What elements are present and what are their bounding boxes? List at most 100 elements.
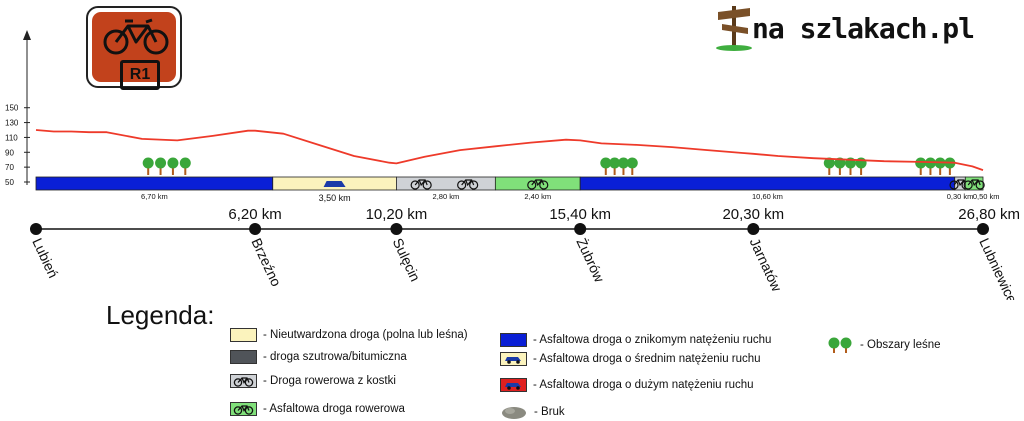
bicycle-icon (233, 377, 254, 387)
asphalt-mid-swatch (500, 352, 527, 366)
tree-icon (142, 157, 154, 175)
bicycle-frame (461, 179, 475, 187)
tree-trunk (631, 165, 634, 175)
place-label: Jarnatów (747, 236, 786, 295)
bicycle-wheel (457, 180, 467, 190)
legend-item-asphalt-low: - Asfaltowa droga o znikomym natężeniu r… (500, 333, 771, 347)
bicycle-wheel (422, 180, 432, 190)
surface-bar: 6,70 km 3,50 km 2,80 km 2,40 km 10,60 km 0,30… (35, 176, 1000, 203)
route-badge-background: R1 (92, 12, 176, 90)
surface-segment-unpaved: 3,50 km (272, 176, 397, 203)
tree-trunk (604, 165, 607, 175)
tree-trunk (828, 165, 831, 175)
bicycle-icon (410, 179, 432, 190)
tree-crown (167, 157, 179, 169)
elevation-axis: 150 130 110 90 70 50 (5, 30, 31, 187)
asphalt-low-swatch (500, 333, 527, 347)
segment-length-label: 0,30 km (947, 192, 974, 201)
bicycle-icon (103, 18, 169, 55)
route-number: R1 (120, 60, 160, 90)
tree-trunk (929, 165, 932, 175)
segment-fill (35, 176, 274, 191)
tree-trunk (159, 165, 162, 175)
y-tick-label: 70 (5, 163, 14, 172)
legend-item-cobble: - Bruk (500, 404, 565, 420)
bike-asphalt-swatch (230, 402, 257, 416)
legend-title: Legenda: (106, 300, 215, 330)
elevation-profile (35, 129, 984, 171)
tree-icon (626, 157, 638, 175)
place-label: Lubień (29, 236, 61, 281)
forest-area (600, 157, 638, 175)
tree-crown (823, 157, 835, 169)
bicycle-wheel (527, 180, 537, 190)
tree-crown (855, 157, 867, 169)
distance-label: 10,20 km (366, 206, 428, 223)
route-profile-diagram: 150 130 110 90 70 50 6,70 km 3,50 km 2,80 km 2,4… (5, 30, 1020, 300)
surface-segment-bike-asphalt: 0,50 km (963, 176, 1000, 201)
tree-trunk (919, 165, 922, 175)
distance-marker (977, 223, 989, 235)
tree-trunk (838, 165, 841, 175)
elevation-line (35, 129, 984, 171)
tree-trunk (860, 165, 863, 175)
distance-label: 26,80 km (958, 206, 1020, 223)
tree-icon (179, 157, 191, 175)
legend-item-asphalt-mid: - Asfaltowa droga o średnim natężeniu ru… (500, 352, 761, 366)
y-tick-label: 130 (5, 119, 19, 128)
forest-markers (142, 157, 956, 175)
bicycle-wheel (539, 180, 549, 190)
legend-label: - droga szutrowa/bitumiczna (263, 351, 407, 363)
legend-label: - Nieutwardzona droga (polna lub leśna) (263, 329, 468, 341)
legend-item-bike-cobble: - Droga rowerowa z kostki (230, 374, 396, 388)
forest-area (142, 157, 191, 175)
tree-crown (617, 157, 629, 169)
brand-logo[interactable]: na szlakach.pl (712, 2, 1012, 52)
legend-label: - Asfaltowa droga o dużym natężeniu ruch… (533, 379, 754, 391)
tree-crown (600, 157, 612, 169)
tree-icon (934, 157, 946, 175)
tree-icon (823, 157, 835, 175)
tree-icon (167, 157, 179, 175)
gravel-swatch (230, 350, 257, 364)
signpost-icon (716, 6, 752, 51)
tree-trunk (622, 165, 625, 175)
tree-trunk (948, 165, 951, 175)
segment-fill (579, 176, 956, 191)
tree-crown (142, 157, 154, 169)
stone-icon (502, 407, 526, 419)
bicycle-wheel (975, 180, 985, 190)
distance-axis: Lubień 6,20 km Brzeźno 10,20 km Sulęcin 15,40… (29, 206, 1020, 300)
legend-item-asphalt-high: - Asfaltowa droga o dużym natężeniu ruch… (500, 378, 754, 392)
bicycle-icon (963, 179, 985, 190)
tree-trunk (849, 165, 852, 175)
car-icon (323, 181, 346, 187)
place-label: Brzeźno (248, 236, 284, 290)
distance-label: 6,20 km (228, 206, 281, 223)
tree-icon (924, 157, 936, 175)
segment-length-label: 3,50 km (319, 193, 351, 203)
surface-segment-bike-asphalt: 2,40 km (494, 176, 581, 201)
bicycle-icon (233, 405, 254, 415)
place-label: Żubrów (573, 235, 609, 285)
tree-icon (155, 157, 167, 175)
bike-cobble-swatch (230, 374, 257, 388)
legend-label: - Droga rowerowa z kostki (263, 375, 396, 387)
distance-marker (249, 223, 262, 235)
forest-area (823, 157, 867, 175)
segment-length-label: 6,70 km (141, 192, 168, 201)
surface-segment-asphalt-low: 10,60 km (579, 176, 956, 201)
tree-crown (155, 157, 167, 169)
segment-length-label: 10,60 km (752, 192, 783, 201)
legend-item-forest: - Obszary leśne (826, 336, 941, 354)
bicycle-icon (527, 179, 549, 190)
segment-length-label: 0,50 km (973, 192, 1000, 201)
brand-name: na szlakach.pl (752, 12, 975, 45)
tree-trunk (171, 165, 174, 175)
tree-crown (915, 157, 927, 169)
bicycle-wheel (410, 180, 420, 190)
legend-item-bike-asphalt: - Asfaltowa droga rowerowa (230, 402, 405, 416)
car-icon (505, 357, 521, 364)
legend-item-gravel: - droga szutrowa/bitumiczna (230, 350, 407, 364)
bicycle-wheel (963, 180, 973, 190)
